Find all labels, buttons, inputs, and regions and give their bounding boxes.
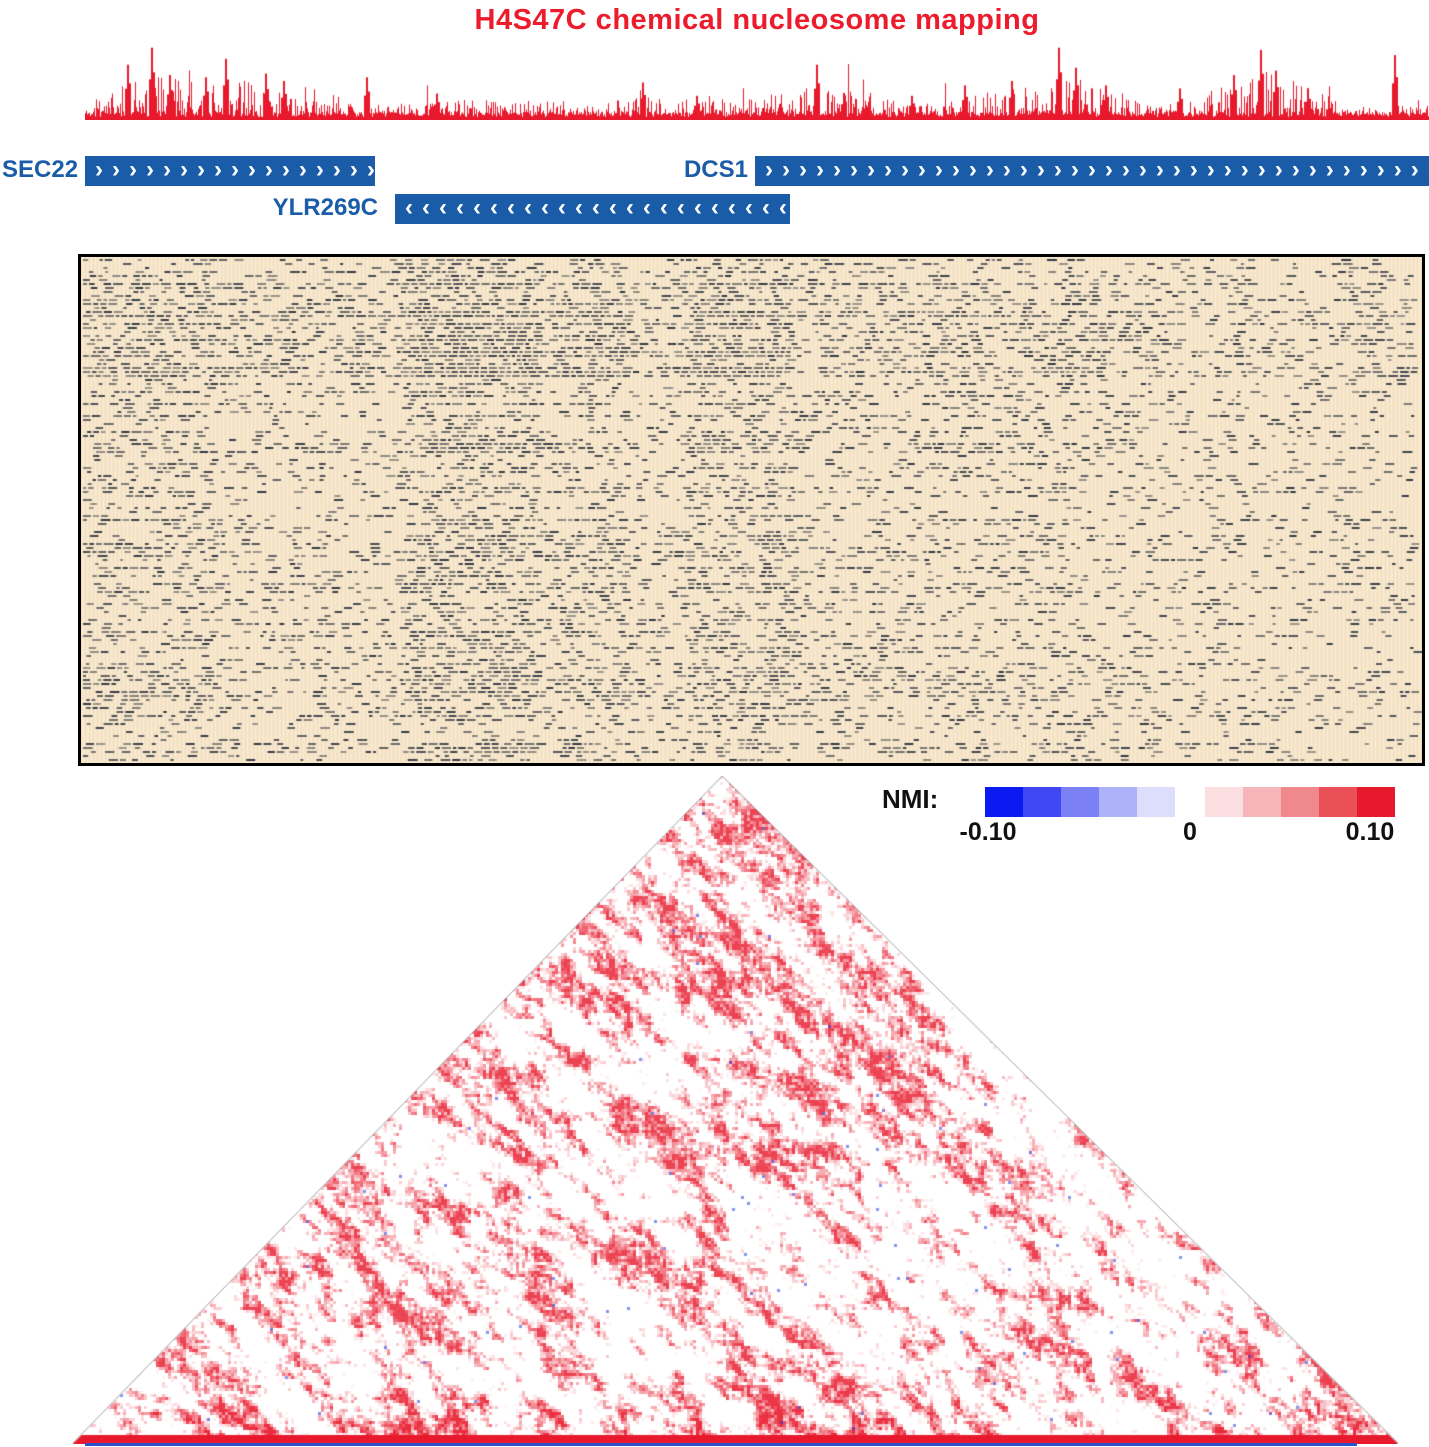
colorbar-segment [1023, 787, 1061, 817]
gene-box-dcs1: ››››››››››››››››››››››››››››››››››››››››… [755, 156, 1429, 186]
colorbar-segment [1061, 787, 1099, 817]
colorbar-tick-min: -0.10 [959, 818, 1017, 846]
triangle-underline [85, 1443, 1357, 1446]
footprint-panel [78, 254, 1425, 766]
colorbar-segment [985, 787, 1023, 817]
colorbar-tick-max: 0.10 [1345, 818, 1395, 846]
strand-left-chevrons: ‹‹‹‹‹‹‹‹‹‹‹‹‹‹‹‹‹‹‹‹‹‹‹‹‹‹‹‹‹‹‹‹‹‹‹‹‹‹‹‹… [405, 194, 790, 221]
colorbar-segment [1205, 787, 1243, 817]
strand-right-chevrons: ››››››››››››››››››››››››››››››››››››››››… [95, 156, 375, 183]
nmi-colorbar [985, 787, 1395, 817]
gene-label-dcs1: DCS1 [683, 156, 748, 183]
colorbar-segment [1243, 787, 1281, 817]
colorbar-segment [1099, 787, 1137, 817]
gene-label-ylr269c: YLR269C [272, 194, 378, 221]
colorbar-segment [1137, 787, 1175, 817]
colorbar-tick-zero: 0 [1183, 818, 1197, 846]
footprint-matrix-canvas [81, 257, 1422, 763]
gene-label-sec22: SEC22 [2, 156, 79, 183]
strand-right-chevrons: ››››››››››››››››››››››››››››››››››››››››… [765, 156, 1429, 183]
nmi-contact-map [72, 776, 1399, 1444]
colorbar-segment [1357, 787, 1395, 817]
colorbar-gap [1175, 787, 1205, 817]
colorbar-segment [1281, 787, 1319, 817]
figure-title: H4S47C chemical nucleosome mapping [474, 4, 1040, 36]
nucleosome-signal-track [85, 42, 1429, 120]
nmi-legend-label: NMI: [882, 784, 939, 814]
gene-box-sec22: ››››››››››››››››››››››››››››››››››››››››… [85, 156, 375, 186]
colorbar-segment [1319, 787, 1357, 817]
gene-box-ylr269c: ‹‹‹‹‹‹‹‹‹‹‹‹‹‹‹‹‹‹‹‹‹‹‹‹‹‹‹‹‹‹‹‹‹‹‹‹‹‹‹‹… [395, 194, 790, 224]
